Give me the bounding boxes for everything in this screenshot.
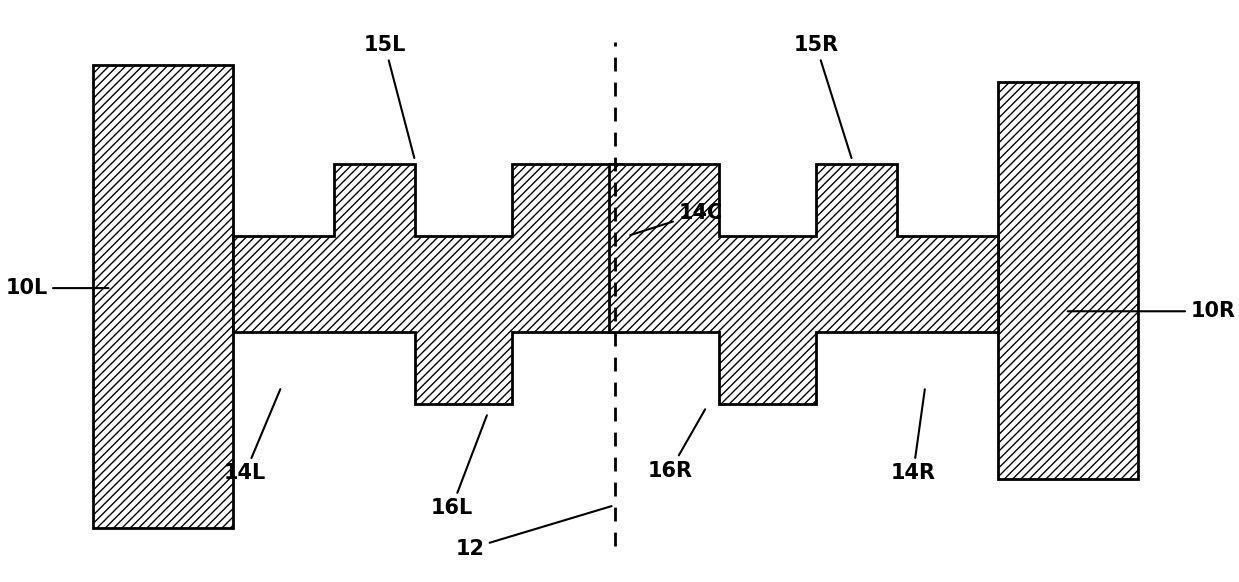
Text: 14C: 14C bbox=[631, 203, 722, 235]
Text: 15R: 15R bbox=[793, 35, 851, 158]
Text: 16R: 16R bbox=[648, 409, 705, 481]
Text: 10R: 10R bbox=[1068, 301, 1235, 321]
Polygon shape bbox=[999, 83, 1137, 479]
Polygon shape bbox=[610, 164, 999, 404]
Text: 14L: 14L bbox=[224, 389, 280, 484]
Polygon shape bbox=[233, 164, 622, 404]
Text: 12: 12 bbox=[455, 506, 612, 559]
Text: 10L: 10L bbox=[5, 278, 109, 298]
Polygon shape bbox=[93, 65, 233, 528]
Text: 16L: 16L bbox=[430, 415, 487, 518]
Text: 15L: 15L bbox=[363, 35, 414, 158]
Text: 14R: 14R bbox=[891, 389, 935, 484]
